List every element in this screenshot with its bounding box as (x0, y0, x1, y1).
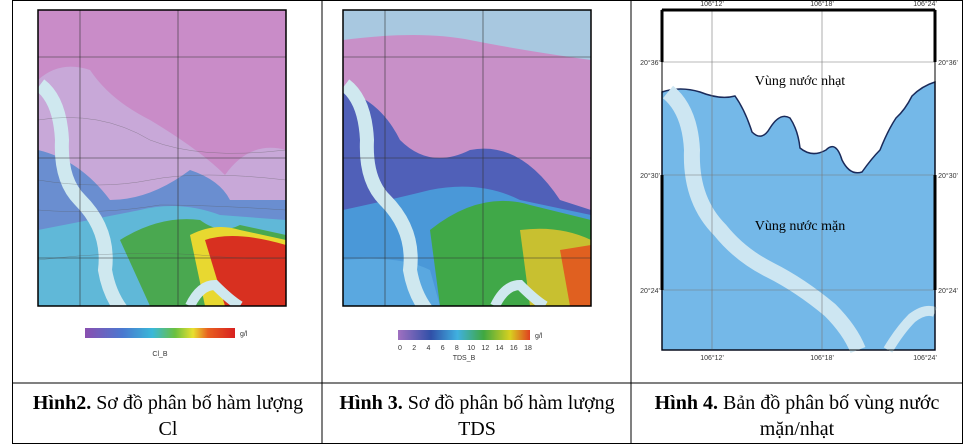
colorbar-tick-label: 12 (481, 345, 489, 352)
colorbar-tick-label: 6 (441, 345, 445, 352)
colorbar-tick-label: 2 (412, 345, 416, 352)
caption-label: Hình 4. (655, 392, 718, 414)
colorbar-tick-label: 8 (455, 345, 459, 352)
figure-table: g/l Cl_B 0 2 4 6 8 10 12 14 16 18 g/l TDS_B Vùng … (0, 0, 974, 444)
caption: Hình2. Sơ đồ phân bố hàm lượng Cl (24, 390, 312, 442)
caption-label: Hình 3. (339, 392, 402, 414)
lat-label: 20°30' (640, 172, 660, 180)
lon-label: 106°18' (810, 0, 834, 8)
colorbar-tick-label: 10 (467, 345, 475, 352)
lat-label: 20°24' (938, 287, 958, 295)
colorbar-tick-label: 16 (510, 345, 518, 352)
tds-colorbar (398, 330, 530, 340)
lon-label: 106°12' (700, 354, 724, 362)
region-label: Vùng nước mặn (755, 219, 845, 234)
lon-label: 106°24' (913, 0, 937, 8)
colorbar-tick-label: 18 (524, 345, 532, 352)
caption-label: Hình2. (33, 392, 91, 414)
cl-colorbar-unit: g/l (240, 331, 248, 338)
cl-colorbar (85, 328, 235, 338)
caption-text: Sơ đồ phân bố hàm lượng Cl (96, 392, 303, 440)
tds-map (343, 10, 591, 320)
caption: Hình 3. Sơ đồ phân bố hàm lượng TDS (332, 390, 622, 442)
cl-colorbar-title: Cl_B (152, 351, 168, 358)
colorbar-tick-label: 0 (398, 345, 402, 352)
lat-label: 20°36' (938, 59, 958, 67)
salinity-map (662, 10, 935, 350)
region-label: Vùng nước nhạt (755, 74, 846, 89)
caption-text: Sơ đồ phân bố hàm lượng TDS (408, 392, 615, 440)
lon-label: 106°18' (810, 354, 834, 362)
tds-colorbar-unit: g/l (535, 333, 543, 340)
caption: Hình 4. Bản đồ phân bố vùng nước mặn/nhạ… (641, 390, 953, 442)
cl-map (38, 10, 286, 320)
page: g/l Cl_B 0 2 4 6 8 10 12 14 16 18 g/l TDS_B Vùng … (0, 0, 974, 444)
colorbar-tick-label: 4 (426, 345, 430, 352)
lon-label: 106°24' (913, 354, 937, 362)
lat-label: 20°24' (640, 287, 660, 295)
lat-label: 20°36' (640, 59, 660, 67)
colorbar-tick-label: 14 (496, 345, 504, 352)
lon-label: 106°12' (700, 0, 724, 8)
caption-text: Bản đồ phân bố vùng nước mặn/nhạt (723, 392, 939, 440)
tds-colorbar-title: TDS_B (453, 355, 476, 362)
lat-label: 20°30' (938, 172, 958, 180)
